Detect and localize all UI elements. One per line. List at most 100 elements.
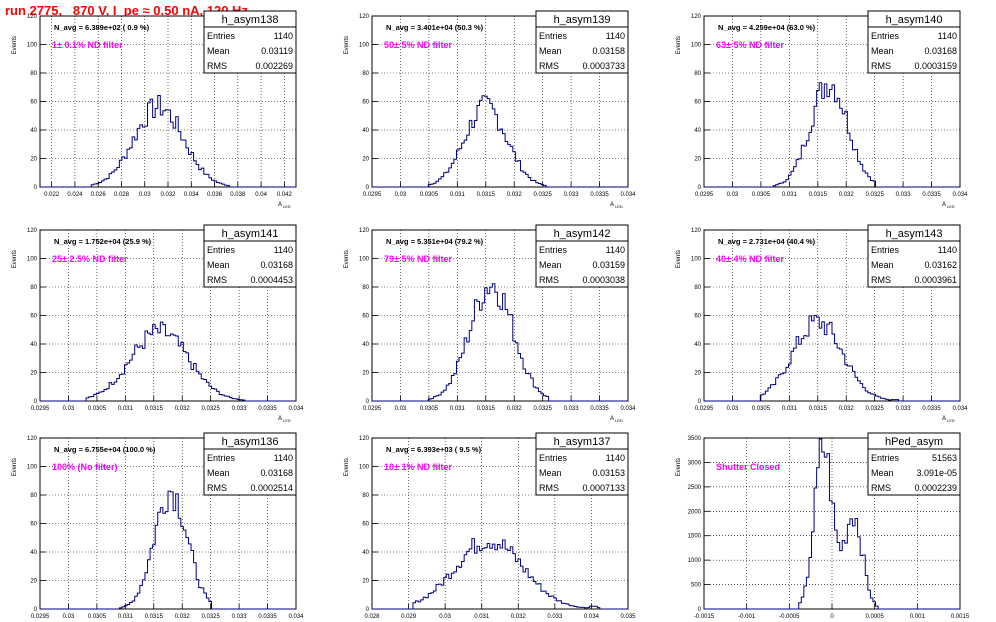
y-tick-label: 100 [691, 43, 702, 49]
y-axis-label: Events [12, 36, 18, 54]
stats-label: Entries [539, 245, 568, 255]
stats-box [203, 10, 297, 74]
x-tick-label: 0.036 [207, 192, 223, 198]
y-tick-label: 1000 [688, 558, 702, 564]
x-tick-label: 0.028 [114, 192, 130, 198]
y-tick-label: 40 [694, 342, 701, 348]
x-tick-label: 0.034 [952, 406, 968, 412]
x-axis-label: A [942, 202, 946, 208]
y-tick-label: 120 [359, 14, 370, 20]
histogram-panel-h_asym136: 0.0295 0.03 0.0305 0.031 0.0315 0.032 0.0325 0.… [12, 432, 304, 620]
stats-value: 0.0003961 [914, 275, 957, 285]
stats-value: 1140 [274, 453, 293, 463]
y-tick-label: 1500 [688, 534, 702, 540]
navg-label: N_avg = 1.752e+04 (25.9 %) [54, 237, 152, 246]
navg-label: N_avg = 3.401e+04 (50.3 %) [386, 23, 484, 32]
stats-box [535, 224, 629, 288]
stats-box [867, 10, 961, 74]
x-tick-label: 0.03 [727, 406, 739, 412]
y-axis-label: Events [676, 458, 682, 476]
x-tick-label: 0.033 [564, 192, 580, 198]
y-tick-label: 80 [694, 71, 701, 77]
histogram-outline [704, 315, 960, 402]
histogram-name: h_asym141 [222, 228, 279, 240]
x-tick-label: 0.031 [474, 614, 490, 620]
x-axis-subscript: LED [283, 418, 291, 423]
stats-box [203, 432, 297, 496]
stats-label: Entries [871, 31, 900, 41]
stats-value: 0.0003733 [582, 61, 625, 71]
stats-value: 0.0003159 [914, 61, 957, 71]
y-axis-label: Events [344, 36, 350, 54]
x-tick-label: 0.033 [232, 614, 248, 620]
stats-value: 0.0004453 [250, 275, 293, 285]
stats-label: Mean [207, 260, 230, 270]
navg-label: N_avg = 4.259e+04 (63.0 %) [718, 23, 816, 32]
stats-box [867, 432, 961, 496]
stats-label: RMS [539, 61, 559, 71]
y-tick-label: 100 [27, 43, 38, 49]
x-tick-label: 0.032 [175, 614, 191, 620]
y-tick-label: 40 [30, 342, 37, 348]
filter-annotation: 63± 5% ND filter [716, 40, 784, 50]
filter-annotation: 1± 0.1% ND filter [52, 40, 123, 50]
y-tick-label: 20 [30, 371, 37, 377]
x-tick-label: 0.03 [727, 192, 739, 198]
x-tick-label: 0 [830, 614, 834, 620]
histogram-panel-h_asym140: 0.0295 0.03 0.0305 0.031 0.0315 0.032 0.0325 0.… [676, 10, 968, 209]
stats-value: 0.0003038 [582, 275, 625, 285]
y-axis-label: Events [344, 458, 350, 476]
y-tick-label: 0 [698, 607, 702, 613]
stats-label: RMS [207, 275, 227, 285]
stats-label: Mean [539, 468, 562, 478]
x-axis-label: A [942, 416, 946, 422]
x-tick-label: 0.031 [118, 614, 134, 620]
x-tick-label: 0.0305 [420, 406, 439, 412]
x-tick-label: 0.03 [139, 192, 151, 198]
x-tick-label: 0.032 [511, 614, 527, 620]
x-axis-subscript: LED [947, 418, 955, 423]
y-tick-label: 120 [27, 228, 38, 234]
histogram-name: hPed_asym [885, 436, 943, 448]
x-tick-label: 0.0295 [695, 406, 714, 412]
x-tick-label: 0.024 [67, 192, 83, 198]
histogram-panel-h_asym143: 0.0295 0.03 0.0305 0.031 0.0315 0.032 0.0325 0.… [676, 224, 968, 423]
x-tick-label: 0.022 [44, 192, 60, 198]
x-axis-label: A [278, 202, 282, 208]
y-tick-label: 0 [698, 185, 702, 191]
x-tick-label: 0.0315 [145, 406, 164, 412]
y-axis-label: Events [676, 250, 682, 268]
stats-value: 0.03158 [592, 46, 625, 56]
x-axis-subscript: LED [615, 418, 623, 423]
y-tick-label: 20 [694, 371, 701, 377]
stats-label: Entries [539, 453, 568, 463]
x-tick-label: 0.033 [896, 406, 912, 412]
x-tick-label: 0.0315 [477, 406, 496, 412]
stats-box [203, 224, 297, 288]
filter-annotation: 40± 4% ND filter [716, 254, 784, 264]
stats-label: RMS [207, 483, 227, 493]
histogram-outline [40, 490, 296, 610]
x-tick-label: 0.04 [255, 192, 267, 198]
y-tick-label: 120 [691, 14, 702, 20]
y-tick-label: 20 [362, 371, 369, 377]
stats-value: 0.0007133 [582, 483, 625, 493]
y-tick-label: 40 [30, 128, 37, 134]
x-tick-label: 0.032 [839, 192, 855, 198]
histogram-name: h_asym137 [554, 436, 611, 448]
x-tick-label: 0.031 [782, 192, 798, 198]
y-tick-label: 100 [359, 257, 370, 263]
stats-value: 51563 [932, 453, 957, 463]
x-axis-label: A [610, 202, 614, 208]
histogram-name: h_asym138 [222, 14, 279, 26]
y-tick-label: 80 [30, 493, 37, 499]
navg-label: N_avg = 6.393e+03 ( 9.5 %) [386, 445, 482, 454]
stats-value: 0.0002239 [914, 483, 957, 493]
y-tick-label: 0 [34, 607, 38, 613]
x-tick-label: 0.031 [450, 406, 466, 412]
histogram-panel-h_asym137: 0.028 0.029 0.03 0.031 0.032 0.033 0.034 0.035 0… [344, 432, 636, 620]
x-tick-label: 0.0295 [31, 406, 50, 412]
x-tick-label: 0.03 [395, 192, 407, 198]
x-tick-label: -0.0005 [779, 614, 800, 620]
y-tick-label: 120 [27, 436, 38, 442]
